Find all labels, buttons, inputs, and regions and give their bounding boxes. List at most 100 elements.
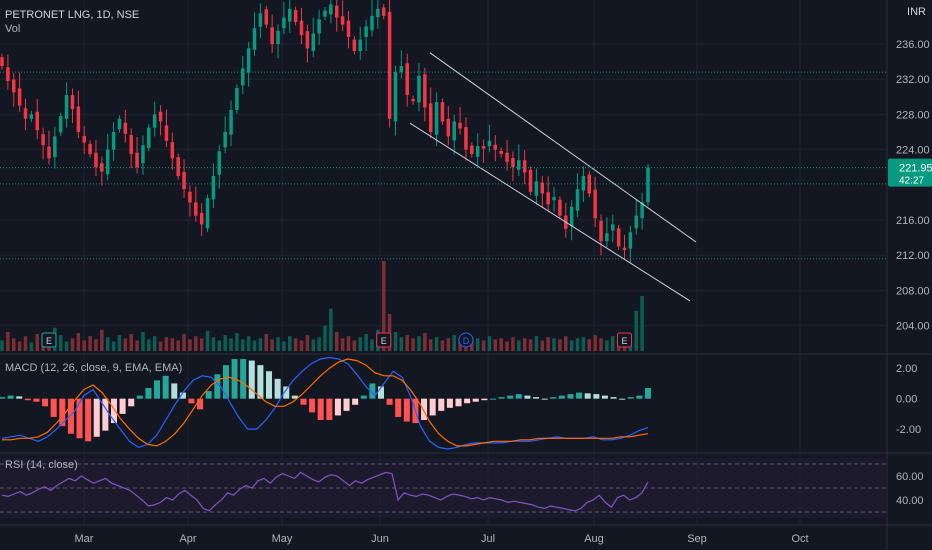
candle (70, 95, 75, 110)
candle (0, 57, 4, 66)
macd-histogram-bar (386, 398, 393, 405)
volume-bar (417, 336, 421, 351)
macd-histogram-bar (274, 378, 281, 399)
volume-bar (152, 336, 157, 351)
volume-bar (358, 337, 362, 351)
macd-histogram-bar (67, 398, 74, 434)
macd-histogram-bar (283, 386, 290, 399)
candle (211, 176, 216, 200)
rsi-pane[interactable] (0, 463, 886, 513)
macd-histogram-bar (343, 398, 350, 411)
volume-bar (599, 338, 603, 351)
volume-bar (511, 337, 515, 351)
macd-histogram-bar (197, 398, 204, 410)
candle (440, 102, 445, 122)
candle (558, 199, 562, 216)
candle (452, 121, 456, 141)
volume-bar (264, 334, 269, 351)
macd-histogram-bar (50, 398, 57, 417)
macd-histogram-bar (627, 397, 634, 399)
candle (458, 122, 462, 129)
macd-histogram-bar (377, 386, 385, 399)
price-axis[interactable]: 236.00 232.00 228.00 224.00 216.00 212.00 208.… (888, 39, 932, 507)
candle (499, 150, 503, 154)
candle (511, 157, 515, 168)
candle (217, 151, 222, 175)
candle (528, 169, 533, 192)
volume-bar (270, 339, 274, 351)
volume-bar (70, 338, 75, 351)
candle (611, 224, 615, 231)
volume-bar (105, 337, 110, 351)
volume-bar (258, 338, 263, 351)
price-tick-label: 216.00 (896, 215, 930, 227)
volume-bar (487, 336, 492, 351)
price-tick-label: 236.00 (896, 39, 930, 51)
volume-bar (364, 334, 368, 351)
volume-bar (135, 340, 139, 351)
volume-bar (564, 336, 568, 351)
candle (6, 67, 10, 81)
candle (111, 132, 116, 150)
macd-histogram-bar (481, 398, 488, 401)
macd-histogram-bar (403, 398, 410, 422)
volume-bar (399, 337, 404, 351)
volume-bar (481, 340, 486, 351)
volume-bar (634, 310, 639, 351)
volume-bar (82, 340, 86, 351)
candle (223, 132, 227, 148)
candle (235, 88, 239, 110)
volume-bar (558, 339, 562, 351)
macd-histogram-bar (576, 392, 583, 399)
candle (182, 172, 186, 190)
volume-bar (129, 334, 133, 351)
volume-bar (329, 308, 333, 351)
macd-histogram-bar (7, 395, 14, 399)
macd-histogram-bar (541, 398, 548, 400)
event-marker-label: D (463, 336, 470, 346)
volume-bar (334, 331, 339, 351)
macd-histogram-bar (136, 395, 143, 399)
candle (241, 68, 245, 86)
candle (434, 102, 439, 135)
dividend-marker (458, 332, 474, 348)
candle (517, 160, 521, 170)
macd-histogram-bar (171, 383, 178, 399)
candle (634, 215, 639, 229)
candle (387, 11, 392, 119)
candle (622, 247, 627, 250)
candle (552, 197, 556, 201)
candle (446, 118, 451, 137)
macd-histogram-bar (360, 395, 367, 399)
macd-histogram-bar (248, 360, 255, 399)
volume-bar (540, 340, 545, 351)
volume-bar (517, 340, 521, 351)
candle (176, 157, 180, 176)
macd-histogram-bar (162, 375, 169, 399)
macd-pane[interactable] (0, 356, 652, 450)
symbol-title[interactable]: PETRONET LNG, 1D, NSE (5, 9, 140, 21)
volume-bar (352, 340, 357, 351)
volume-bar (323, 325, 327, 351)
volume-bar (276, 337, 280, 351)
macd-histogram-bar (205, 391, 212, 399)
volume-bar (499, 338, 503, 351)
candle (317, 19, 321, 34)
candle (205, 198, 210, 229)
price-pane[interactable] (0, 0, 886, 302)
candle (381, 7, 386, 16)
time-axis[interactable]: Mar Apr May Jun Jul Aug Sep Oct (75, 533, 809, 545)
volume-bar (141, 331, 145, 351)
volume-bar (317, 337, 321, 351)
macd-histogram-bar (24, 398, 31, 401)
macd-histogram-bar (154, 380, 161, 399)
volume-bar (235, 333, 239, 351)
candle (593, 189, 597, 219)
signal-line (2, 358, 649, 447)
price-tick-label: 228.00 (896, 109, 930, 121)
volume-bar (311, 339, 316, 351)
macd-histogram-bar (265, 371, 273, 399)
volume-bar (288, 336, 292, 351)
macd-histogram-bar (0, 397, 6, 399)
